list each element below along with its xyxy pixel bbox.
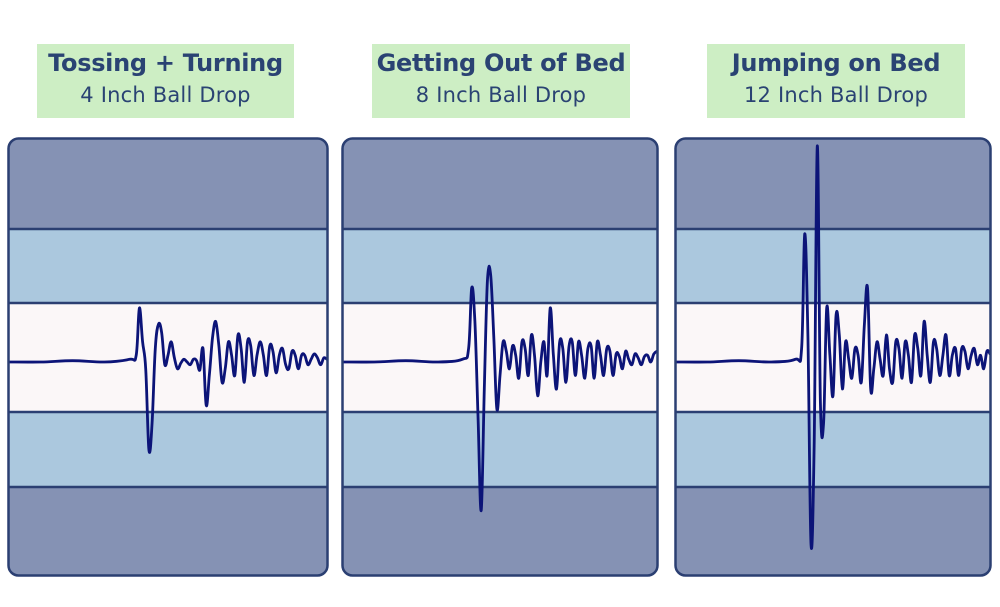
panel-1-bands — [8, 138, 328, 576]
panel-1-title: Tossing + Turning — [48, 49, 283, 77]
middle-band-bottom — [8, 412, 328, 487]
middle-band-bottom — [675, 412, 991, 487]
panel-1-chart — [7, 137, 329, 577]
panel-3-bands — [675, 138, 991, 576]
panel-2-border — [341, 137, 659, 577]
panel-2-bands — [342, 138, 658, 576]
middle-band-top — [8, 229, 328, 303]
middle-band-bottom — [342, 412, 658, 487]
panel-3 — [674, 137, 992, 577]
outer-band-top — [342, 138, 658, 229]
panel-3-subtitle: 12 Inch Ball Drop — [744, 83, 928, 107]
outer-band-top — [675, 138, 991, 229]
panel-1-border — [7, 137, 329, 577]
outer-band-bottom — [675, 487, 991, 576]
panel-3-chart — [674, 137, 992, 577]
panel-2-label: Getting Out of Bed 8 Inch Ball Drop — [372, 44, 630, 118]
panel-3-waveform-line — [674, 144, 992, 550]
panel-1-subtitle: 4 Inch Ball Drop — [80, 83, 251, 107]
panel-2 — [341, 137, 659, 577]
panel-1 — [7, 137, 329, 577]
panel-3-title: Jumping on Bed — [731, 49, 941, 77]
panel-1-waveform-line — [7, 306, 329, 454]
panel-3-label: Jumping on Bed 12 Inch Ball Drop — [707, 44, 965, 118]
panel-2-subtitle: 8 Inch Ball Drop — [415, 83, 587, 107]
panel-3-border — [674, 137, 992, 577]
panel-2-title: Getting Out of Bed — [376, 49, 626, 77]
panel-2-chart — [341, 137, 659, 577]
panel-2-waveform-line — [341, 264, 659, 512]
outer-band-top — [8, 138, 328, 229]
middle-band-top — [675, 229, 991, 303]
outer-band-bottom — [342, 487, 658, 576]
outer-band-bottom — [8, 487, 328, 576]
panel-1-label: Tossing + Turning 4 Inch Ball Drop — [37, 44, 294, 118]
middle-band-top — [342, 229, 658, 303]
